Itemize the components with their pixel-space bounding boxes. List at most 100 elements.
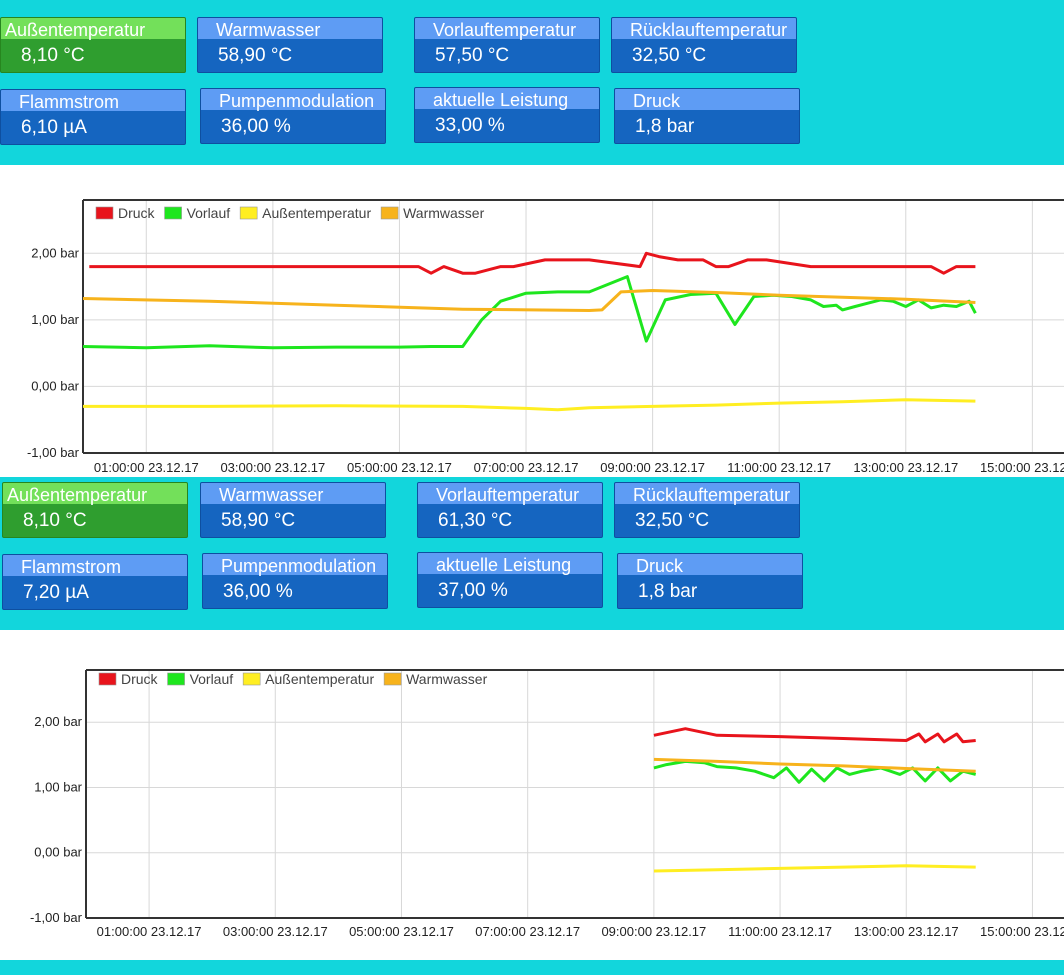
tile-flammstrom: Flammstrom 7,20 µA — [2, 554, 188, 610]
tile-vorlauftemperatur: Vorlauftemperatur 57,50 °C — [414, 17, 600, 73]
legend-label-vorlauf[interactable]: Vorlauf — [187, 205, 231, 221]
tile-value: 8,10 °C — [23, 510, 87, 531]
pressure-chart-bottom: 2,00 bar 1,00 bar 0,00 bar -1,00 bar 01:00:0… — [30, 669, 1064, 939]
chart-panel-top: 2,00 bar 1,00 bar 0,00 bar -1,00 bar 01:00:0… — [0, 165, 1064, 477]
series-line-vorlauf — [82, 275, 977, 350]
x-tick-label: 01:00:00 23.12.17 — [97, 924, 202, 939]
series-line-aussentemperatur — [653, 864, 976, 873]
x-tick-label: 05:00:00 23.12.17 — [347, 460, 452, 475]
tile-value: 36,00 % — [223, 581, 293, 602]
tile-label: Warmwasser — [198, 18, 382, 40]
tile-value: 1,8 bar — [638, 581, 698, 602]
y-tick-label: 1,00 bar — [34, 779, 82, 794]
legend-label-aussentemperatur[interactable]: Außentemperatur — [262, 205, 371, 221]
chart-panel-bottom: 2,00 bar 1,00 bar 0,00 bar -1,00 bar 01:00:0… — [0, 630, 1064, 960]
series-line-aussentemperatur — [83, 398, 976, 412]
tile-label: Druck — [615, 89, 799, 111]
legend-swatch-warmwasser[interactable] — [380, 206, 399, 220]
tile-value: 61,30 °C — [438, 510, 513, 531]
x-tick-label: 13:00:00 23.12.17 — [853, 460, 958, 475]
legend-label-druck[interactable]: Druck — [118, 205, 156, 221]
series-line-druck — [653, 727, 976, 744]
legend-label-druck[interactable]: Druck — [121, 671, 159, 687]
tile-value: 32,50 °C — [635, 510, 710, 531]
tile-warmwasser: Warmwasser 58,90 °C — [197, 17, 383, 73]
tile-aktuelle-leistung: aktuelle Leistung 33,00 % — [414, 87, 600, 143]
pressure-chart-top: 2,00 bar 1,00 bar 0,00 bar -1,00 bar 01:00:0… — [27, 199, 1064, 475]
tile-value: 37,00 % — [438, 580, 508, 601]
tile-pumpenmodulation: Pumpenmodulation 36,00 % — [200, 88, 386, 144]
tile-label: aktuelle Leistung — [418, 553, 602, 575]
tile-value: 32,50 °C — [632, 45, 707, 66]
tile-label: Vorlauftemperatur — [415, 18, 599, 40]
series-line-warmwasser — [653, 757, 976, 773]
x-tick-label: 03:00:00 23.12.17 — [223, 924, 328, 939]
tile-value: 33,00 % — [435, 115, 505, 136]
y-tick-label: -1,00 bar — [30, 910, 83, 925]
legend-swatch-vorlauf[interactable] — [167, 672, 185, 686]
tile-value: 36,00 % — [221, 116, 291, 137]
tile-ruecklauftemperatur: Rücklauftemperatur 32,50 °C — [611, 17, 797, 73]
x-tick-label: 13:00:00 23.12.17 — [854, 924, 959, 939]
tile-value: 6,10 µA — [21, 117, 87, 138]
legend-swatch-aussentemperatur[interactable] — [242, 672, 261, 686]
tile-label: Rücklauftemperatur — [612, 18, 796, 40]
tile-warmwasser: Warmwasser 58,90 °C — [200, 482, 386, 538]
tile-flammstrom: Flammstrom 6,10 µA — [0, 89, 186, 145]
tile-vorlauftemperatur: Vorlauftemperatur 61,30 °C — [417, 482, 603, 538]
legend-label-vorlauf[interactable]: Vorlauf — [190, 671, 234, 687]
tile-label: Warmwasser — [201, 483, 385, 505]
x-tick-label: 15:00:00 23.12.17 — [980, 924, 1064, 939]
x-tick-label: 11:00:00 23.12.17 — [727, 460, 831, 475]
tile-druck: Druck 1,8 bar — [617, 553, 803, 609]
x-tick-label: 01:00:00 23.12.17 — [94, 460, 199, 475]
y-tick-label: -1,00 bar — [27, 445, 80, 460]
tile-label: Pumpenmodulation — [203, 554, 387, 576]
legend-label-warmwasser[interactable]: Warmwasser — [406, 671, 487, 687]
legend-label-warmwasser[interactable]: Warmwasser — [403, 205, 484, 221]
tile-label: Vorlauftemperatur — [418, 483, 602, 505]
tile-label: Pumpenmodulation — [201, 89, 385, 111]
tile-label: Außentemperatur — [1, 18, 185, 40]
tile-aussentemperatur: Außentemperatur 8,10 °C — [0, 17, 186, 73]
tile-aktuelle-leistung: aktuelle Leistung 37,00 % — [417, 552, 603, 608]
x-tick-label: 05:00:00 23.12.17 — [349, 924, 454, 939]
tile-value: 7,20 µA — [23, 582, 89, 603]
series-line-druck — [89, 251, 976, 275]
legend-swatch-druck[interactable] — [95, 206, 114, 220]
legend-swatch-vorlauf[interactable] — [164, 206, 182, 220]
legend-swatch-aussentemperatur[interactable] — [239, 206, 258, 220]
tile-label: Flammstrom — [1, 90, 185, 112]
tile-label: Rücklauftemperatur — [615, 483, 799, 505]
series-line-warmwasser — [82, 289, 976, 312]
y-tick-label: 2,00 bar — [31, 245, 79, 260]
tile-ruecklauftemperatur: Rücklauftemperatur 32,50 °C — [614, 482, 800, 538]
x-tick-label: 07:00:00 23.12.17 — [475, 924, 580, 939]
tile-value: 8,10 °C — [21, 45, 85, 66]
tile-value: 58,90 °C — [218, 45, 293, 66]
x-tick-label: 03:00:00 23.12.17 — [220, 460, 325, 475]
tile-aussentemperatur: Außentemperatur 8,10 °C — [2, 482, 188, 538]
legend-swatch-warmwasser[interactable] — [383, 672, 402, 686]
x-tick-label: 07:00:00 23.12.17 — [474, 460, 579, 475]
tile-label: Druck — [618, 554, 802, 576]
x-tick-label: 09:00:00 23.12.17 — [601, 924, 706, 939]
tile-value: 1,8 bar — [635, 116, 695, 137]
legend-label-aussentemperatur[interactable]: Außentemperatur — [265, 671, 374, 687]
x-tick-label: 15:00:00 23.12.17 — [980, 460, 1064, 475]
tile-value: 57,50 °C — [435, 45, 510, 66]
tile-label: Außentemperatur — [3, 483, 187, 505]
tile-druck: Druck 1,8 bar — [614, 88, 800, 144]
y-tick-label: 1,00 bar — [31, 312, 79, 327]
legend-swatch-druck[interactable] — [98, 672, 117, 686]
tile-label: aktuelle Leistung — [415, 88, 599, 110]
x-tick-label: 09:00:00 23.12.17 — [600, 460, 705, 475]
y-tick-label: 2,00 bar — [34, 714, 82, 729]
series-line-vorlauf — [653, 759, 977, 784]
y-tick-label: 0,00 bar — [34, 845, 82, 860]
tile-label: Flammstrom — [3, 555, 187, 577]
x-tick-label: 11:00:00 23.12.17 — [728, 924, 832, 939]
tile-value: 58,90 °C — [221, 510, 296, 531]
tile-pumpenmodulation: Pumpenmodulation 36,00 % — [202, 553, 388, 609]
y-tick-label: 0,00 bar — [31, 378, 79, 393]
